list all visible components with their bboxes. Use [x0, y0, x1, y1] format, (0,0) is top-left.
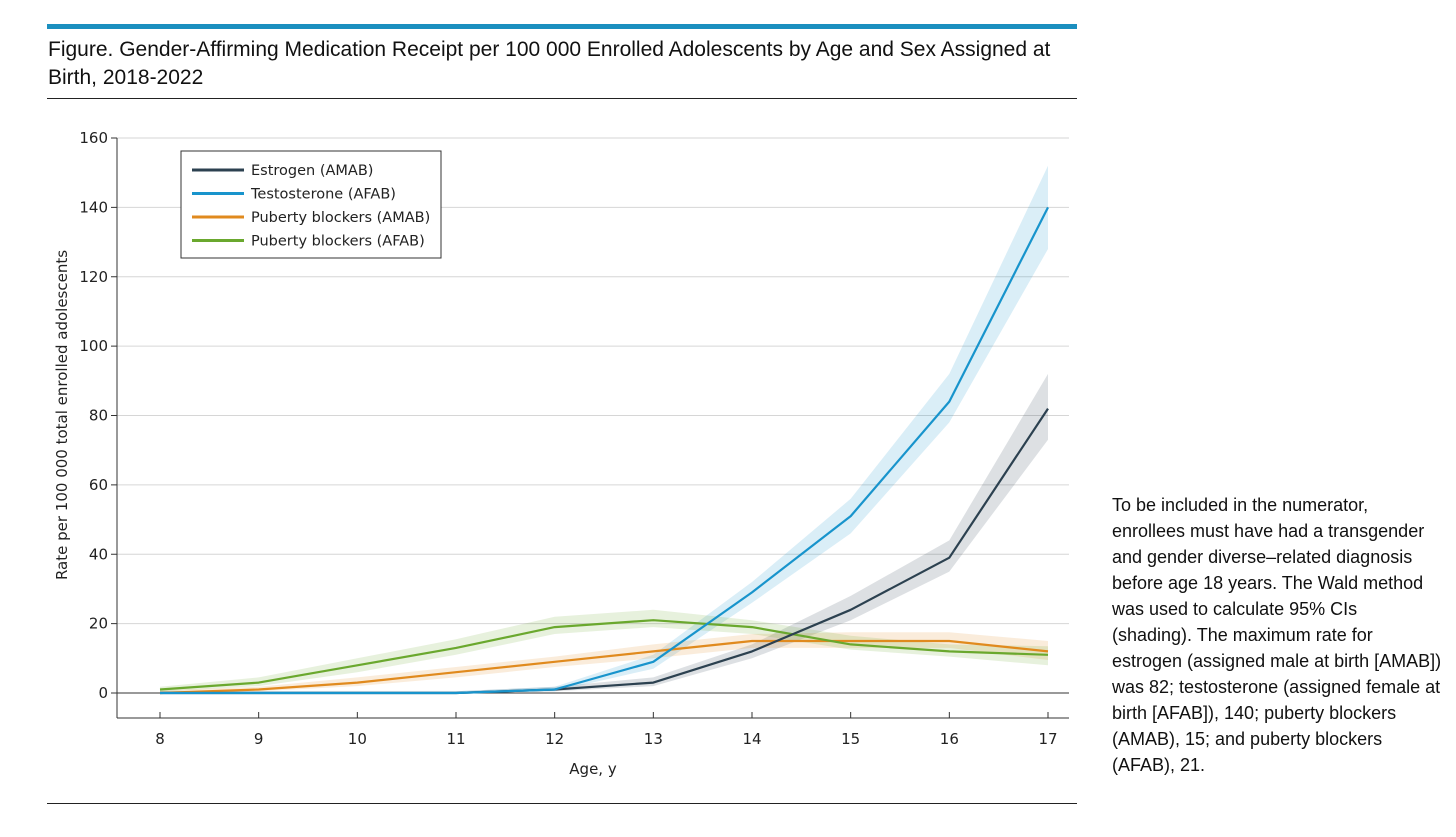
y-tick-label: 120	[79, 268, 108, 286]
x-tick-label: 11	[446, 730, 465, 748]
y-tick-label: 40	[89, 545, 108, 563]
x-tick-label: 10	[348, 730, 367, 748]
figure-bottom-divider	[47, 803, 1077, 804]
legend-label-3: Puberty blockers (AFAB)	[251, 234, 425, 250]
legend-label-0: Estrogen (AMAB)	[251, 163, 373, 179]
legend: Estrogen (AMAB) Testosterone (AFAB) Pubert…	[180, 150, 442, 259]
series-line-3	[159, 619, 1049, 691]
y-tick-label: 80	[89, 407, 108, 425]
title-divider	[47, 98, 1077, 99]
series-line-2	[159, 639, 1049, 695]
y-tick-label: 20	[89, 615, 108, 633]
x-tick-label: 9	[254, 730, 264, 748]
x-tick-label: 8	[155, 730, 165, 748]
y-axis-label: Rate per 100 000 total enrolled adolesce…	[53, 250, 71, 580]
x-tick-label: 17	[1038, 730, 1057, 748]
x-tick-label: 13	[644, 730, 663, 748]
y-tick-label: 160	[79, 129, 108, 147]
legend-label-1: Testosterone (AFAB)	[250, 187, 396, 203]
y-tick-label: 100	[79, 337, 108, 355]
x-tick-label: 16	[940, 730, 959, 748]
x-tick-label: 14	[742, 730, 761, 748]
y-tick-label: 140	[79, 198, 108, 216]
title-accent-bar	[47, 24, 1077, 29]
y-tick-label: 0	[98, 684, 108, 702]
legend-label-2: Puberty blockers (AMAB)	[251, 210, 430, 226]
series-lines	[159, 206, 1049, 695]
series-line-1	[160, 206, 1049, 695]
x-axis-label: Age, y	[569, 760, 617, 778]
y-tick-label: 60	[89, 476, 108, 494]
figure-note: To be included in the numerator, enrolle…	[1112, 495, 1442, 775]
x-tick-label: 15	[841, 730, 860, 748]
ci-band-2	[160, 632, 1048, 693]
axes: 0 20 40 60 80 100 120 140 160 8 9 10 11 12 13 14 15 16 17	[79, 129, 1069, 748]
figure-title: Figure. Gender-Affirming Medication Rece…	[48, 38, 1051, 89]
ci-band-0	[160, 373, 1048, 693]
x-tick-label: 12	[545, 730, 564, 748]
